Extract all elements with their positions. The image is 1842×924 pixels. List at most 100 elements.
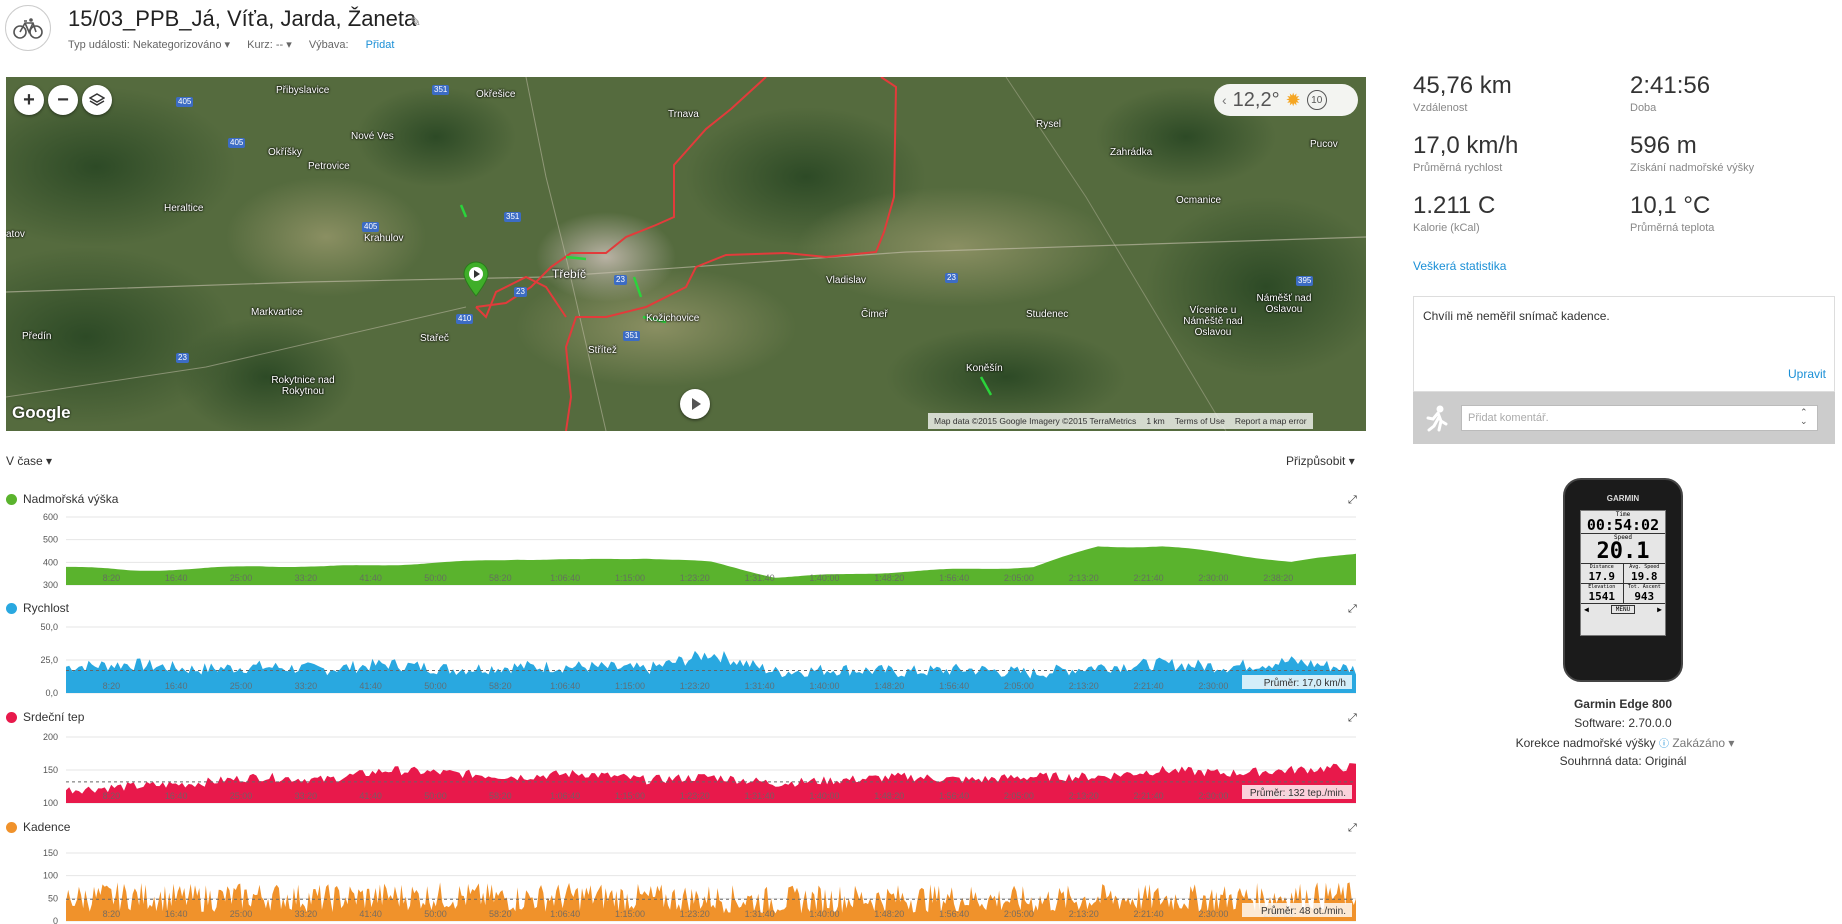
- road-shield: 351: [432, 85, 450, 95]
- map-label: Heraltice: [164, 203, 204, 214]
- stat-label: Průměrná rychlost: [1413, 162, 1503, 174]
- zoom-in-button[interactable]: +: [14, 85, 44, 115]
- map-label: Čimeř: [861, 309, 888, 320]
- zoom-out-button[interactable]: −: [48, 85, 78, 115]
- layers-icon: [89, 93, 105, 106]
- x-tick-label: 2:30:00: [1198, 909, 1228, 919]
- expand-speed-icon[interactable]: ⤢: [1348, 603, 1357, 615]
- course-dropdown[interactable]: Kurz: -- ▾: [247, 39, 292, 51]
- fit-dropdown[interactable]: Přizpůsobit ▾: [1286, 454, 1355, 468]
- map-label: Okříšky: [268, 147, 302, 158]
- bike-icon: [13, 18, 43, 39]
- legend-dot: [6, 711, 17, 723]
- x-tick-label: 2:21:40: [1134, 791, 1164, 801]
- edit-pencil-icon[interactable]: ✎: [410, 14, 421, 29]
- help-icon[interactable]: ⓘ: [1659, 739, 1669, 750]
- altitude-correction: Korekce nadmořské výšky ⓘ Zakázáno ▾: [1480, 735, 1770, 750]
- x-tick-label: 8:20: [103, 909, 121, 919]
- route-map[interactable]: Přibyslavice Okřešice Trnava Rysel Zahrá…: [6, 77, 1366, 431]
- label-text: Rychlost: [23, 601, 70, 615]
- route-track: [475, 77, 898, 431]
- y-tick-label: 0: [53, 916, 58, 924]
- stat-value: 45,76 km: [1413, 72, 1512, 99]
- expand-cadence-icon[interactable]: ⤢: [1348, 822, 1357, 834]
- comment-scroll-icon[interactable]: ⌃ ⌄: [1800, 407, 1808, 426]
- map-label: Ocmanice: [1176, 195, 1222, 206]
- map-attribution: Map data ©2015 Google Imagery ©2015 Terr…: [928, 413, 1313, 429]
- x-tick-label: 1:15:00: [615, 909, 645, 919]
- x-tick-label: 1:06:40: [550, 573, 580, 583]
- report-error-link[interactable]: Report a map error: [1234, 416, 1307, 426]
- expand-hr-icon[interactable]: ⤢: [1348, 712, 1357, 724]
- x-tick-label: 2:21:40: [1134, 909, 1164, 919]
- all-stats-link[interactable]: Veškerá statistika: [1413, 259, 1507, 273]
- x-tick-label: 2:05:00: [1004, 681, 1034, 691]
- layers-button[interactable]: [82, 85, 112, 115]
- road-shield: 405: [362, 222, 380, 232]
- sun-icon: ✹: [1285, 89, 1301, 110]
- x-tick-label: 1:15:00: [615, 681, 645, 691]
- satellite-imagery: [6, 77, 1366, 431]
- map-label: Přibyslavice: [276, 85, 330, 96]
- correction-dropdown[interactable]: Zakázáno ▾: [1672, 736, 1735, 750]
- map-label: Markvartice: [251, 307, 303, 318]
- page-title[interactable]: 15/03_PPB_Já, Víťa, Jarda, Žaneta: [68, 6, 417, 31]
- wind-icon: 10: [1306, 90, 1327, 110]
- map-label: Petrovice: [308, 161, 350, 172]
- screen-ascent: 943: [1634, 590, 1655, 603]
- stat-label: Průměrná teplota: [1630, 222, 1715, 234]
- x-tick-label: 58:20: [489, 573, 512, 583]
- x-tick-label: 1:23:20: [680, 681, 710, 691]
- x-tick-label: 8:20: [103, 681, 121, 691]
- weather-widget[interactable]: ‹ 12,2° ✹ 10: [1214, 84, 1358, 116]
- average-label-bg: [1242, 675, 1352, 689]
- device-brand: GARMIN: [1606, 494, 1640, 503]
- play-route-button[interactable]: [680, 389, 710, 419]
- map-label: atov: [6, 229, 25, 240]
- start-marker-icon[interactable]: [462, 261, 490, 297]
- x-tick-label: 1:56:40: [939, 573, 969, 583]
- y-tick-label: 0,0: [45, 688, 58, 698]
- stat-label: Kalorie (kCal): [1413, 222, 1480, 234]
- screen-arrow-right-icon: ▶: [1657, 605, 1662, 614]
- x-tick-label: 50:00: [424, 681, 447, 691]
- x-tick-label: 2:13:20: [1069, 573, 1099, 583]
- road-shield: 395: [1296, 276, 1314, 286]
- event-type-dropdown[interactable]: Typ události: Nekategorizováno ▾: [68, 39, 231, 51]
- map-label: Nové Ves: [351, 131, 394, 142]
- y-tick-label: 25,0: [40, 655, 58, 665]
- edit-note-link[interactable]: Upravit: [1787, 367, 1826, 381]
- x-tick-label: 1:40:00: [809, 791, 839, 801]
- attribution-text: Map data ©2015 Google Imagery ©2015 Terr…: [934, 416, 1137, 426]
- average-label: Průměr: 132 tep./min.: [1250, 787, 1346, 799]
- note-box: Chvíli mě neměřil snímač kadence. Upravi…: [1413, 296, 1835, 392]
- terms-link[interactable]: Terms of Use: [1174, 416, 1225, 426]
- y-tick-label: 50,0: [40, 622, 58, 632]
- x-tick-label: 1:48:20: [874, 573, 904, 583]
- stat-label: Získání nadmořské výšky: [1630, 162, 1755, 174]
- scale-bar: 1 km: [1146, 416, 1165, 426]
- expand-elevation-icon[interactable]: ⤢: [1348, 494, 1357, 506]
- elevation-series: [66, 546, 1356, 585]
- x-tick-label: 1:15:00: [615, 791, 645, 801]
- speed-series: [66, 650, 1356, 693]
- x-tick-label: 1:48:20: [874, 909, 904, 919]
- x-tick-label: 2:13:20: [1069, 791, 1099, 801]
- x-tick-label: 1:56:40: [939, 909, 969, 919]
- label-text: Kadence: [23, 820, 71, 834]
- note-text: Chvíli mě neměřil snímač kadence.: [1423, 309, 1610, 323]
- x-tick-label: 41:40: [359, 791, 382, 801]
- map-label: Studenec: [1026, 309, 1069, 320]
- device-screen: Time 00:54:02 Speed 20.1 Distance 17.9 Av…: [1580, 510, 1666, 636]
- x-axis-mode-dropdown[interactable]: V čase ▾: [6, 454, 53, 468]
- gear-add-link[interactable]: Přidat: [365, 39, 395, 51]
- comment-input[interactable]: Přidat komentář.: [1461, 405, 1818, 431]
- screen-time-label: Time: [1615, 511, 1631, 518]
- x-tick-label: 1:40:00: [809, 909, 839, 919]
- x-tick-label: 41:40: [359, 681, 382, 691]
- average-label: Průměr: 17,0 km/h: [1264, 677, 1346, 689]
- x-tick-label: 1:06:40: [550, 791, 580, 801]
- device-software: Software: 2.70.0.0: [1574, 716, 1672, 730]
- chevron-left-icon[interactable]: ‹: [1222, 92, 1227, 108]
